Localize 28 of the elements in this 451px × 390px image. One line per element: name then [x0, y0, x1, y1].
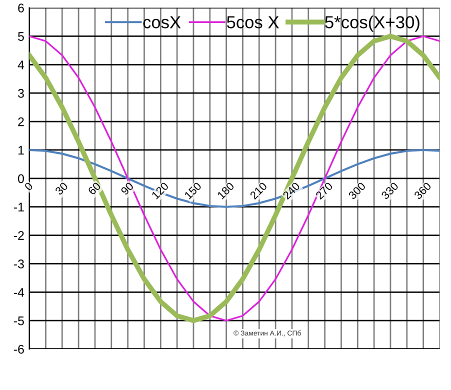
y-tick-label: -5	[14, 316, 24, 326]
x-tick-label: 30	[54, 182, 68, 196]
x-tick-label: 60	[88, 182, 102, 196]
y-tick-label: -6	[14, 344, 24, 354]
y-tick-label: 2	[18, 117, 24, 126]
x-tick-label: 240	[282, 182, 300, 200]
x-tick-label: 210	[250, 182, 268, 200]
y-tick-label: 1	[18, 146, 24, 155]
x-tick-label: 120	[151, 182, 170, 200]
legend-label: 5cos X	[226, 16, 279, 28]
y-tick-label: 3	[18, 88, 24, 98]
x-tick-label: 180	[216, 182, 235, 200]
y-tick-label: 5	[18, 32, 24, 41]
y-tick-label: -1	[14, 202, 24, 212]
x-tick-label: 150	[184, 182, 202, 200]
x-tick-label: 90	[120, 182, 134, 196]
x-tick-label: 360	[414, 182, 432, 200]
y-tick-label: -3	[14, 260, 24, 268]
x-tick-label: 300	[348, 182, 366, 200]
x-tick-label: 330	[380, 182, 399, 200]
y-tick-label: -4	[14, 288, 24, 297]
y-tick-label: 6	[18, 4, 24, 12]
legend-label: 5*cos(X+30)	[325, 16, 420, 32]
legend-label: cosX	[143, 16, 181, 28]
y-tick-label: 0	[18, 174, 24, 184]
x-tick-label: 270	[315, 182, 334, 200]
y-tick-label: -2	[14, 231, 24, 240]
y-tick-label: 4	[18, 60, 24, 70]
